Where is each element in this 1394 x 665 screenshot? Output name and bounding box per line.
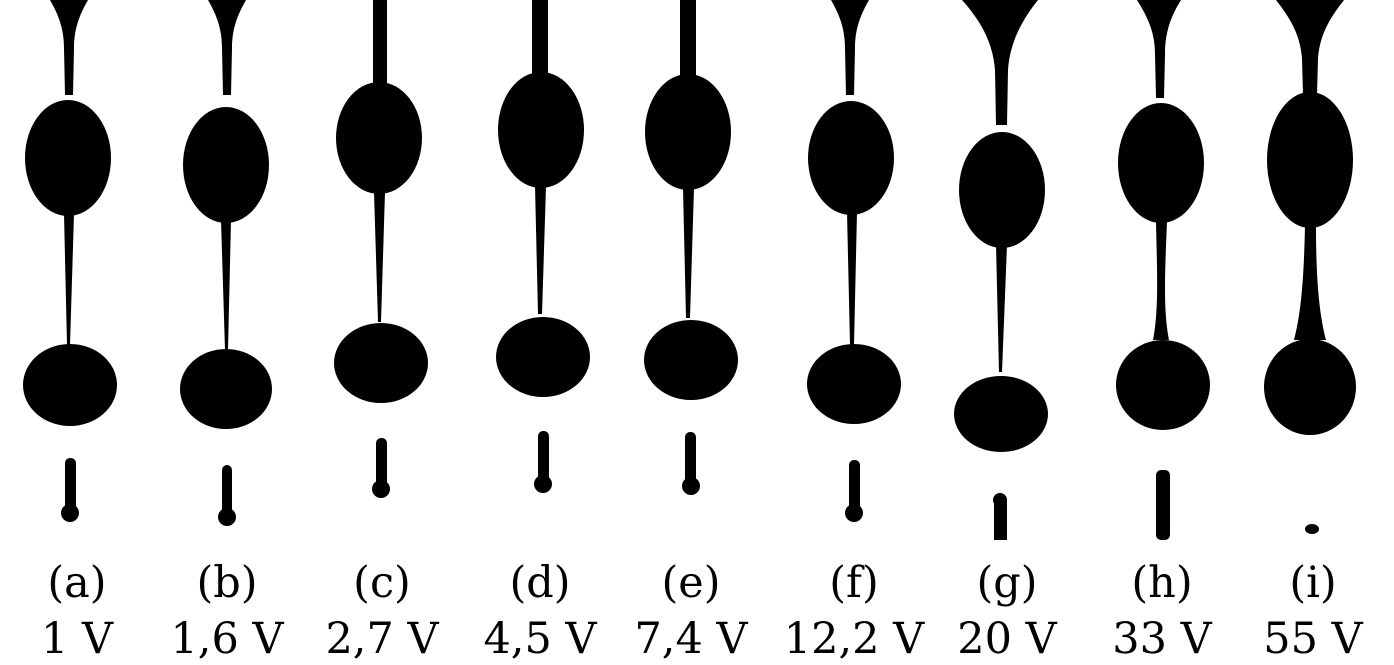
voltage-label-g: 20 V [957,614,1057,664]
panel-label-e: (e) [661,558,721,608]
drop-upper-b [183,107,269,223]
drop-upper-f [808,101,894,215]
drop-lower-f [807,344,901,424]
panel-label-h: (h) [1131,558,1193,608]
voltage-label-d: 4,5 V [483,614,597,664]
ligament-c [374,192,385,322]
satellite-head-a [61,504,79,522]
ligament-h [1153,222,1169,340]
satellite-stem-b [222,465,232,517]
panel-label-b: (b) [196,558,258,608]
droplet-image-c [334,0,428,498]
satellite-head-b [218,508,236,526]
voltage-label-i: 55 V [1263,614,1363,664]
satellite-head-g [993,493,1007,507]
drop-lower-i [1264,339,1356,435]
droplet-image-a [23,0,117,522]
panel-a: (a) 1 V [0,0,154,665]
drop-lower-g [954,376,1048,452]
neck-h [1137,0,1181,98]
droplet-image-e [644,0,738,495]
ligament-b [221,220,231,350]
panel-label-a: (a) [47,558,107,608]
satellite-head-c [372,480,390,498]
drop-lower-c [334,323,428,403]
voltage-label-h: 33 V [1112,614,1212,664]
satellite-head-e [682,477,700,495]
neck-d [532,0,548,80]
ligament-d [535,186,546,314]
drop-lower-b [180,349,272,429]
panel-e: (e) 7,4 V [614,0,768,665]
voltage-label-a: 1 V [40,614,114,664]
satellite-stem-a [65,458,76,513]
voltage-label-b: 1,6 V [170,614,284,664]
drop-lower-d [496,317,590,397]
satellite-stem-h [1156,470,1170,540]
satellite-head-f [845,504,863,522]
satellite-head-d [534,475,552,493]
neck-e [680,0,696,80]
panel-g: (g) 20 V [930,0,1084,665]
panel-label-d: (d) [509,558,571,608]
ligament-i [1294,226,1326,340]
drop-lower-e [644,320,738,400]
satellite-stem-c [376,438,387,488]
drop-upper-a [25,100,111,216]
droplet-image-b [180,0,272,526]
panel-label-f: (f) [829,558,879,608]
neck-a [50,0,88,95]
ligament-e [683,188,694,318]
panel-d: (d) 4,5 V [463,0,617,665]
droplet-image-f [807,0,901,522]
panel-c: (c) 2,7 V [305,0,459,665]
drop-lower-a [23,344,117,426]
drop-upper-h [1118,103,1204,223]
droplet-image-d [496,0,590,493]
drop-upper-c [336,82,422,194]
satellite-stem-e [685,432,696,484]
neck-g [962,0,1038,125]
ligament-f [847,212,857,345]
drop-upper-g [959,132,1045,248]
ligament-a [64,214,74,345]
droplet-image-h [1116,0,1210,540]
neck-b [208,0,246,95]
neck-i [1276,0,1344,95]
drop-upper-e [645,74,731,190]
voltage-label-e: 7,4 V [634,614,748,664]
ligament-g [996,245,1007,372]
panel-label-c: (c) [353,558,411,608]
drop-upper-i [1267,92,1353,228]
panel-i: (i) 55 V [1236,0,1390,665]
panel-label-i: (i) [1289,558,1337,608]
satellite-stem-d [538,431,549,483]
panel-h: (h) 33 V [1085,0,1239,665]
drop-lower-h [1116,340,1210,430]
satellite-stem-g [994,500,1007,540]
satellite-stem-f [849,460,860,512]
satellite-dot-i [1305,524,1319,534]
panel-b: (b) 1,6 V [150,0,304,665]
neck-f [831,0,869,95]
panel-label-g: (g) [976,558,1038,608]
panel-f: (f) 12,2 V [777,0,931,665]
droplet-image-g [954,0,1048,540]
drop-upper-d [498,72,584,188]
voltage-label-c: 2,7 V [325,614,439,664]
voltage-label-f: 12,2 V [783,614,925,664]
droplet-image-i [1264,0,1356,534]
neck-c [373,0,387,85]
